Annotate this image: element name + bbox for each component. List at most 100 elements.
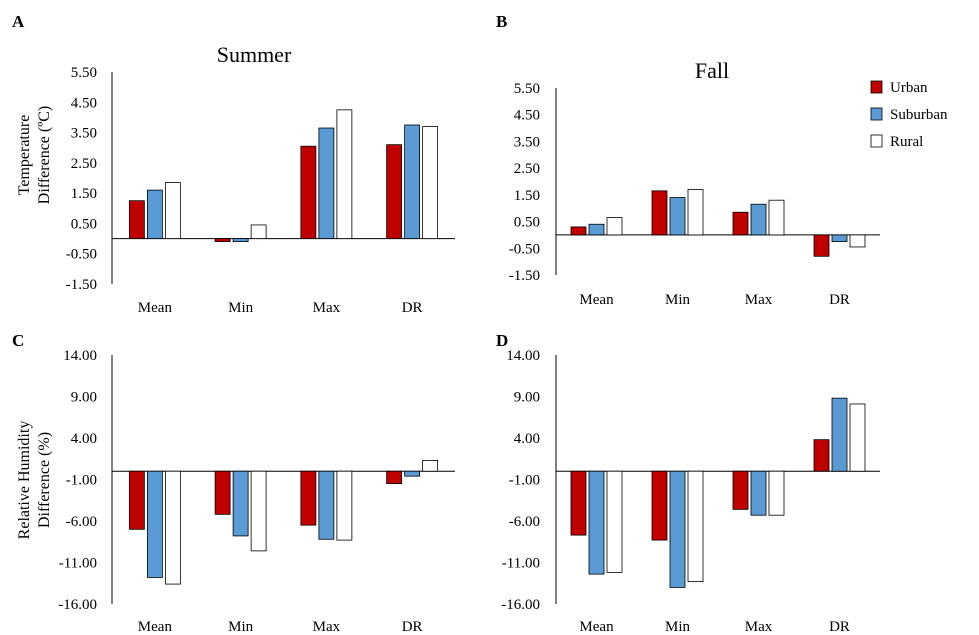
panel-c-bar-rural-min (250, 470, 267, 552)
legend-label-suburban: Suburban (890, 107, 948, 123)
panel-letter-c: C (12, 331, 24, 350)
panel-d-bar-rural-min (687, 470, 704, 582)
panel-d-bar-rural-mean (606, 470, 623, 573)
panel-a-ytick-label: -1.50 (66, 277, 97, 293)
panel-d-category-label: DR (829, 619, 850, 635)
panel-b-category-label: Min (665, 292, 691, 308)
panel-b-bar-suburban-mean (588, 223, 605, 236)
panel-b-title: Fall (695, 58, 729, 83)
panel-d-ytick-label: -1.00 (509, 473, 540, 489)
panel-d-bar-suburban-min (669, 470, 686, 588)
panel-b-ytick-label: 2.50 (514, 161, 540, 177)
panel-d-ytick-label: -11.00 (502, 556, 540, 572)
panel-d-category-label: Mean (579, 619, 614, 635)
panel-b-category-label: DR (829, 292, 850, 308)
panel-c-ytick-label: -1.00 (66, 473, 97, 489)
panel-b-ytick-label: 0.50 (514, 215, 540, 231)
panel-b-bar-rural-mean (606, 217, 623, 236)
legend: Urban Suburban Rural (870, 80, 948, 150)
panel-a-ytick-label: -0.50 (66, 247, 97, 263)
panel-b-ytick-label: -0.50 (509, 241, 540, 257)
panel-d-ytick-label: 4.00 (514, 431, 540, 447)
panel-d-bar-urban-mean (570, 470, 587, 536)
panel-b-bar-suburban-min (669, 197, 686, 236)
panel-b-ytick-label: 4.50 (514, 108, 540, 124)
panel-a-chart: A Summer Temperature Difference (ºC) 5.5… (12, 12, 455, 316)
panel-a-bar-urban-mean (128, 200, 145, 239)
panel-d-ytick-label: -6.00 (509, 514, 540, 530)
legend-label-rural: Rural (890, 134, 923, 150)
panel-c-bar-rural-max (336, 470, 353, 541)
panel-a-ytick-label: 0.50 (71, 216, 97, 232)
panel-a-bar-rural-dr (422, 126, 439, 239)
panel-d-category-label: Max (745, 619, 773, 635)
panel-d-bar-urban-min (651, 470, 668, 541)
panel-a-bar-suburban-min (232, 238, 249, 242)
panel-a-ytick-label: 3.50 (71, 126, 97, 142)
panel-b-bar-urban-dr (813, 234, 830, 257)
panel-c-bar-suburban-min (232, 470, 249, 537)
panel-b-bar-rural-max (768, 199, 785, 236)
panel-a-ytick-label: 2.50 (71, 156, 97, 172)
panel-c-ylabel-line1: Relative Humidity (16, 421, 33, 540)
panel-a-ylabel-line1: Temperature (16, 115, 33, 196)
panel-c-bar-urban-dr (386, 470, 403, 485)
panel-d-bar-suburban-dr (831, 397, 848, 472)
panel-a-bar-urban-min (214, 238, 231, 242)
panel-a-bar-rural-min (250, 224, 267, 239)
panel-c-bar-suburban-max (318, 470, 335, 540)
panel-b-category-label: Max (745, 292, 773, 308)
legend-swatch-rural (870, 134, 883, 148)
panel-c-chart: C Relative Humidity Difference (%) 14.00… (12, 331, 455, 635)
panel-d-bar-rural-dr (849, 403, 866, 472)
panel-c-ytick-label: 4.00 (71, 431, 97, 447)
panel-b-bar-rural-dr (849, 234, 866, 248)
panel-a-bar-rural-max (336, 109, 353, 239)
panel-b-ytick-label: 3.50 (514, 134, 540, 150)
panel-letter-a: A (12, 12, 25, 31)
panel-letter-b: B (496, 12, 507, 31)
panel-c-category-label: Max (313, 619, 341, 635)
panel-a-ytick-label: 4.50 (71, 95, 97, 111)
panel-a-category-label: DR (402, 300, 423, 316)
panel-c-ytick-label: -16.00 (58, 597, 97, 613)
panel-a-bar-suburban-mean (146, 189, 163, 239)
panel-a-bar-urban-max (300, 145, 317, 239)
panel-c-bar-urban-min (214, 470, 231, 515)
panel-d-bar-urban-dr (813, 439, 830, 472)
panel-c-bar-suburban-dr (404, 470, 421, 477)
legend-swatch-urban (870, 80, 883, 94)
panel-b-bar-suburban-max (750, 203, 767, 236)
panel-c-bar-suburban-mean (146, 470, 163, 578)
panel-d-bar-rural-max (768, 470, 785, 516)
legend-swatch-suburban (870, 107, 883, 121)
panel-b-bar-rural-min (687, 189, 704, 236)
panel-c-bar-rural-dr (422, 460, 439, 472)
panel-b-bar-urban-min (651, 190, 668, 236)
panel-a-category-label: Max (313, 300, 341, 316)
panel-d-ytick-label: -16.00 (501, 597, 540, 613)
panel-a-category-label: Mean (138, 300, 173, 316)
panel-b-bar-urban-max (732, 211, 749, 236)
panel-b-bar-urban-mean (570, 226, 587, 236)
panel-a-ytick-label: 1.50 (71, 186, 97, 202)
panel-d-ytick-label: 14.00 (506, 348, 540, 364)
panel-c-bar-urban-mean (128, 470, 145, 530)
panel-b-ytick-label: 5.50 (514, 81, 540, 97)
panel-c-bar-rural-mean (164, 470, 181, 585)
panel-a-bar-suburban-max (318, 127, 335, 239)
panel-a-bar-suburban-dr (404, 124, 421, 239)
panel-d-chart: D 14.00 9.00 4.00 -1.00 -6.00 -11.00 -16.00 Mea… (496, 331, 880, 635)
panel-c-category-label: Min (228, 619, 254, 635)
panel-d-category-label: Min (665, 619, 691, 635)
panel-c-category-label: Mean (138, 619, 173, 635)
panel-c-bar-urban-max (300, 470, 317, 526)
panel-d-bar-urban-max (732, 470, 749, 510)
panel-b-ytick-label: 1.50 (514, 188, 540, 204)
panel-b-category-label: Mean (579, 292, 614, 308)
panel-b-chart: B Fall 5.50 4.50 3.50 2.50 1.50 0.50 -0.50 -1.5… (496, 12, 880, 308)
panel-a-ylabel-line2: Difference (ºC) (36, 106, 53, 204)
panel-c-ytick-label: 9.00 (71, 390, 97, 406)
panel-a-bar-urban-dr (386, 144, 403, 239)
